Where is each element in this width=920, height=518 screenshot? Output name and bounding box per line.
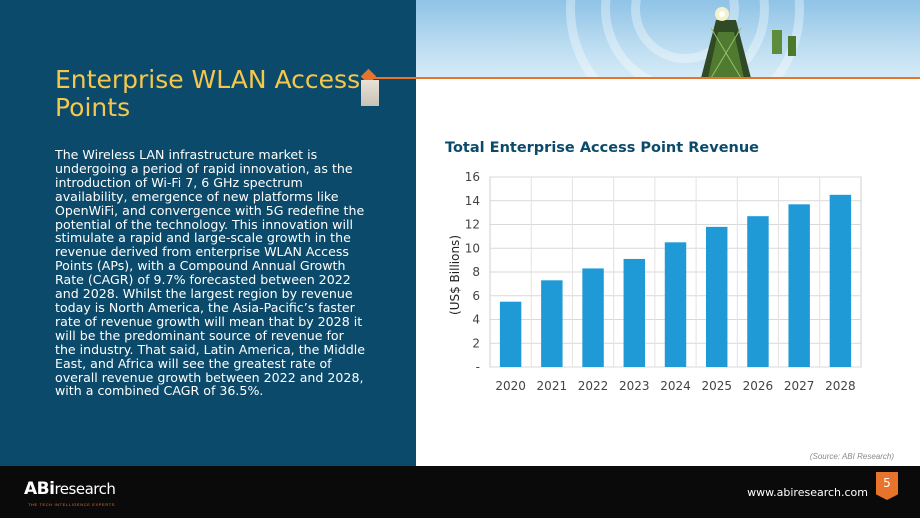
y-tick-label: 4 (472, 313, 480, 327)
bar-2023 (623, 258, 645, 367)
logo-bold: ABi (24, 479, 55, 499)
y-tick-label: 2 (472, 336, 480, 350)
y-tick-label: 14 (465, 194, 480, 208)
revenue-bar-chart: - 2 4 6 8 10 12 14 16 2020 2021 2022 2023 2024 2025 202… (448, 170, 862, 393)
bar-2028 (829, 194, 852, 367)
left-panel: Enterprise WLAN Access Points The Wirele… (0, 0, 416, 466)
bar-2022 (582, 268, 604, 367)
x-tick-label: 2028 (825, 379, 856, 393)
x-tick-label: 2027 (784, 379, 815, 393)
tower-icon (701, 7, 796, 78)
body-text: The Wireless LAN infrastructure market i… (55, 147, 365, 399)
page-title: Enterprise WLAN Access Points (55, 65, 361, 122)
accent-bar (361, 80, 379, 106)
bar-2026 (747, 216, 769, 367)
accent-rule (368, 77, 920, 79)
y-tick-label: 8 (472, 265, 480, 279)
abi-logo[interactable]: ABiresearch (24, 479, 116, 499)
website-link[interactable]: www.abiresearch.com (747, 486, 868, 499)
bar-2020 (499, 301, 522, 367)
x-tick-label: 2022 (578, 379, 609, 393)
y-tick-label: 12 (465, 218, 480, 232)
y-axis-label: (US$ Billions) (448, 235, 462, 315)
y-tick-label: 6 (472, 289, 480, 303)
x-tick-label: 2024 (660, 379, 691, 393)
x-tick-label: 2023 (619, 379, 650, 393)
footer: ABiresearch THE TECH INTELLIGENCE EXPERT… (0, 466, 920, 518)
logo-tagline: THE TECH INTELLIGENCE EXPERTS (28, 502, 116, 507)
chart-title: Total Enterprise Access Point Revenue (445, 140, 760, 156)
y-tick-label: 16 (465, 170, 480, 184)
header-photo (416, 0, 920, 78)
logo-light: research (54, 480, 116, 498)
bar-2021 (541, 280, 563, 367)
page-number-badge: 5 (876, 472, 898, 500)
source-note: (Source: ABI Research) (809, 452, 894, 461)
y-tick-label: 10 (465, 241, 480, 255)
x-tick-label: 2025 (701, 379, 732, 393)
y-tick-label: - (476, 360, 480, 374)
x-tick-label: 2026 (743, 379, 774, 393)
bar-2025 (706, 226, 728, 367)
bar-2024 (664, 242, 687, 367)
x-tick-label: 2021 (537, 379, 568, 393)
bar-2027 (788, 204, 810, 367)
x-tick-label: 2020 (495, 379, 526, 393)
